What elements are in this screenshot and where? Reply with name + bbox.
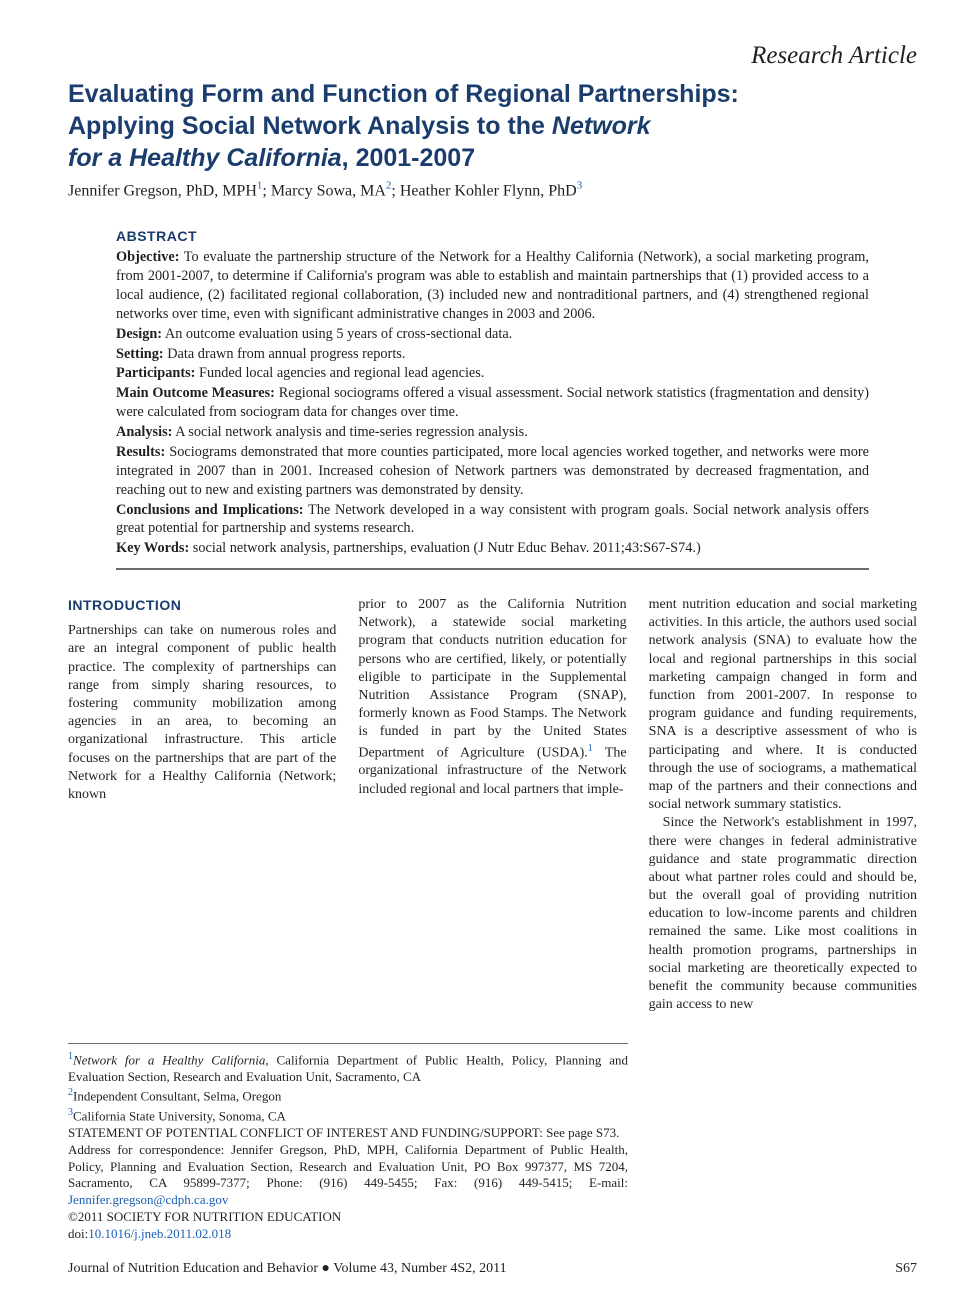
abstract-analysis-text: A social network analysis and time-serie… <box>172 424 527 440</box>
affil-sup-3[interactable]: 3 <box>577 182 583 199</box>
title-line-2a: Applying Social Network Analysis to the <box>68 112 552 140</box>
abstract-measures: Main Outcome Measures: Regional sociogra… <box>116 384 869 422</box>
col3-para-2: Since the Network's establishment in 199… <box>649 814 917 1014</box>
footer-right: S67 <box>895 1261 917 1277</box>
footnote-statement: STATEMENT OF POTENTIAL CONFLICT OF INTER… <box>68 1125 628 1142</box>
footnote-address-text: Address for correspondence: Jennifer Gre… <box>68 1142 628 1191</box>
abstract-results-text: Sociograms demonstrated that more counti… <box>116 444 869 498</box>
article-title: Evaluating Form and Function of Regional… <box>68 78 917 174</box>
footnote-doi-link[interactable]: 10.1016/j.jneb.2011.02.018 <box>88 1226 231 1241</box>
footnote-3: 3California State University, Sonoma, CA <box>68 1106 628 1125</box>
abstract-analysis-label: Analysis: <box>116 424 172 440</box>
page-container: Research Article Evaluating Form and Fun… <box>0 0 975 1054</box>
footnote-1-em: Network for a Healthy California, <box>73 1053 269 1068</box>
abstract-setting: Setting: Data drawn from annual progress… <box>116 345 869 364</box>
abstract-setting-text: Data drawn from annual progress reports. <box>164 346 406 362</box>
abstract-design-text: An outcome evaluation using 5 years of c… <box>162 326 512 342</box>
page-footer: Journal of Nutrition Education and Behav… <box>68 1261 917 1277</box>
abstract-objective: Objective: To evaluate the partnership s… <box>116 248 869 323</box>
footnotes-rule <box>68 1043 628 1044</box>
title-line-3b: , 2001-2007 <box>342 144 475 172</box>
abstract-rule <box>116 568 869 570</box>
abstract-conclusions-label: Conclusions and Implications: <box>116 502 304 518</box>
abstract-conclusions: Conclusions and Implications: The Networ… <box>116 501 869 539</box>
footnote-1: 1Network for a Healthy California, Netwo… <box>68 1050 628 1086</box>
col1-para-1: Partnerships can take on numerous roles … <box>68 622 336 804</box>
footnote-2: 2Independent Consultant, Selma, Oregon <box>68 1086 628 1105</box>
body-columns: INTRODUCTION Partnerships can take on nu… <box>68 596 917 1014</box>
introduction-heading: INTRODUCTION <box>68 596 336 614</box>
abstract-results-label: Results: <box>116 444 165 460</box>
abstract-participants: Participants: Funded local agencies and … <box>116 364 869 383</box>
title-line-3a: for a Healthy California <box>68 144 342 172</box>
column-3: ment nutrition education and social mark… <box>649 596 917 1014</box>
footnote-copyright: ©2011 SOCIETY FOR NUTRITION EDUCATION <box>68 1209 628 1226</box>
col3-para-1: ment nutrition education and social mark… <box>649 596 917 814</box>
abstract-measures-label: Main Outcome Measures: <box>116 385 275 401</box>
abstract-analysis: Analysis: A social network analysis and … <box>116 423 869 442</box>
footnote-doi-label: doi: <box>68 1226 88 1241</box>
author-sep-1: ; Marcy Sowa, MA <box>262 182 386 199</box>
col2-para-1: prior to 2007 as the California Nutritio… <box>358 596 626 799</box>
author-1: Jennifer Gregson, PhD, MPH <box>68 182 257 199</box>
footnote-address: Address for correspondence: Jennifer Gre… <box>68 1142 628 1210</box>
abstract-participants-label: Participants: <box>116 365 195 381</box>
footnotes: 1Network for a Healthy California, Netwo… <box>68 1050 628 1243</box>
title-line-2b: Network <box>552 112 651 140</box>
footnote-doi: doi:10.1016/j.jneb.2011.02.018 <box>68 1226 628 1243</box>
abstract-participants-text: Funded local agencies and regional lead … <box>195 365 484 381</box>
footnote-2-text: Independent Consultant, Selma, Oregon <box>73 1089 281 1104</box>
title-line-1: Evaluating Form and Function of Regional… <box>68 80 739 108</box>
footnote-3-text: California State University, Sonoma, CA <box>73 1108 286 1123</box>
abstract-block: ABSTRACT Objective: To evaluate the part… <box>116 228 869 570</box>
column-2: prior to 2007 as the California Nutritio… <box>358 596 626 1014</box>
article-type: Research Article <box>68 42 917 70</box>
column-1: INTRODUCTION Partnerships can take on nu… <box>68 596 336 1014</box>
footnote-email-link[interactable]: Jennifer.gregson@cdph.ca.gov <box>68 1192 228 1207</box>
abstract-body: Objective: To evaluate the partnership s… <box>116 248 869 558</box>
abstract-objective-text: To evaluate the partnership structure of… <box>116 249 869 322</box>
abstract-keywords-label: Key Words: <box>116 540 189 556</box>
footnotes-wrap: 1Network for a Healthy California, Netwo… <box>68 1043 628 1243</box>
authors-line: Jennifer Gregson, PhD, MPH1; Marcy Sowa,… <box>68 180 917 200</box>
abstract-design-label: Design: <box>116 326 162 342</box>
abstract-keywords: Key Words: social network analysis, part… <box>116 539 869 558</box>
author-sep-2: ; Heather Kohler Flynn, PhD <box>391 182 576 199</box>
abstract-heading: ABSTRACT <box>116 228 869 244</box>
abstract-design: Design: An outcome evaluation using 5 ye… <box>116 325 869 344</box>
footer-left: Journal of Nutrition Education and Behav… <box>68 1261 507 1277</box>
abstract-keywords-text: social network analysis, partnerships, e… <box>189 540 701 556</box>
abstract-objective-label: Objective: <box>116 249 180 265</box>
abstract-results: Results: Sociograms demonstrated that mo… <box>116 443 869 500</box>
col2-p1-text: prior to 2007 as the California Nutritio… <box>358 597 626 760</box>
abstract-setting-label: Setting: <box>116 346 164 362</box>
